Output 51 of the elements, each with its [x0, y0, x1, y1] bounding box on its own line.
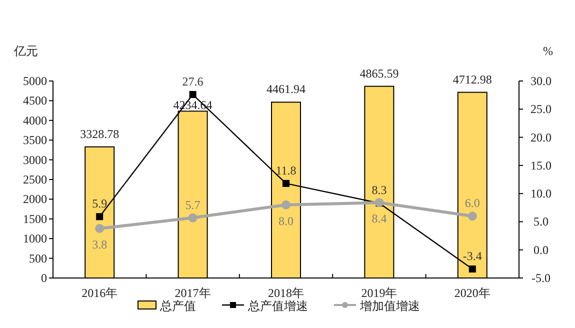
- y-tick-label: 5000: [23, 74, 47, 88]
- y2-tick-label: 25.0: [530, 102, 552, 116]
- y2-tick-label: 20.0: [530, 130, 552, 144]
- data-label: 3.8: [92, 237, 108, 252]
- data-label: 8.0: [278, 214, 294, 228]
- y-tick-label: 4500: [23, 94, 47, 108]
- legend-label: 增加值增速: [359, 299, 420, 313]
- y2-tick-label: 5.0: [534, 214, 548, 229]
- data-label: 27.6: [182, 74, 204, 89]
- y-tick-label: 0: [41, 271, 47, 285]
- point: [468, 212, 477, 221]
- y-tick-label: 2500: [23, 172, 47, 186]
- point: [188, 213, 198, 222]
- legend-label: 总产值: [159, 299, 196, 313]
- y2-tick-label: -5.0: [532, 271, 550, 285]
- y-tick-label: 3500: [23, 133, 47, 148]
- data-label: 4865.59: [360, 66, 399, 80]
- y-tick-label: 4000: [23, 113, 47, 128]
- data-label: 5.7: [185, 198, 200, 212]
- y2-tick-label: 15.0: [530, 158, 552, 172]
- x-tick-label: 2016年: [82, 286, 118, 300]
- data-label: 8.4: [372, 212, 387, 226]
- y2-axis-title: %: [543, 44, 553, 58]
- y-axis-title: 亿元: [13, 44, 38, 58]
- data-label: -3.4: [462, 248, 482, 263]
- point: [282, 200, 290, 210]
- data-label: 4461.94: [266, 82, 306, 96]
- point: [282, 180, 290, 187]
- y2-tick-label: 30.0: [530, 74, 552, 88]
- legend-label: 总产值增速: [247, 299, 308, 313]
- x-tick-label: 2018年: [268, 286, 304, 300]
- point: [95, 224, 104, 233]
- data-label: 3328.78: [80, 126, 120, 141]
- x-tick-label: 2020年: [454, 286, 490, 300]
- x-tick-label: 2019年: [361, 286, 398, 300]
- data-label: 4712.98: [452, 72, 492, 86]
- y2-tick-label: 10.0: [530, 186, 552, 201]
- y-tick-label: 1500: [23, 212, 47, 226]
- point: [189, 91, 196, 98]
- point: [96, 213, 104, 220]
- data-label: 6.0: [464, 196, 480, 210]
- data-label: 11.8: [276, 163, 296, 178]
- data-label: 5.9: [92, 196, 108, 211]
- y-tick-label: 3000: [23, 152, 47, 167]
- point: [468, 265, 476, 272]
- y-tick-label: 2000: [23, 192, 47, 206]
- y-tick-label: 1000: [23, 232, 47, 246]
- y-tick-label: 500: [29, 251, 47, 266]
- x-tick-label: 2017年: [174, 286, 211, 300]
- data-label: 8.3: [372, 183, 387, 198]
- y2-tick-label: 0.0: [534, 242, 548, 257]
